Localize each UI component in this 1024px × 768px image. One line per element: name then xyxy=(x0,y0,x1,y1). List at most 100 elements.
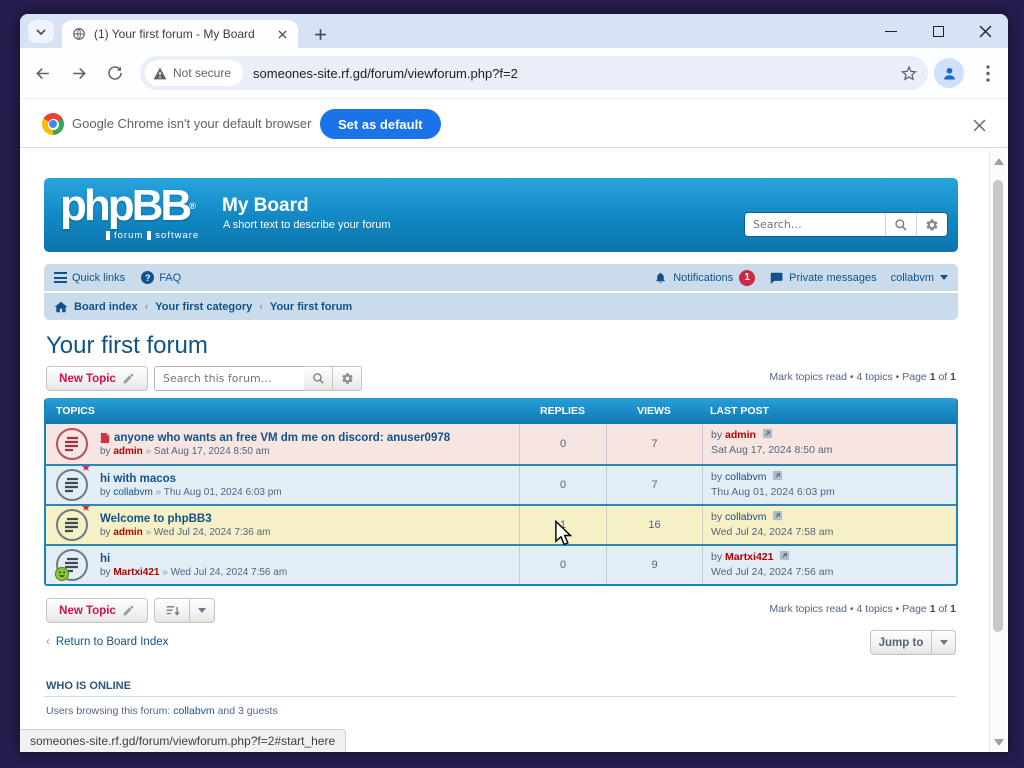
topic-title[interactable]: hi xyxy=(100,552,111,565)
forum-search-advanced-button[interactable] xyxy=(333,366,362,391)
views-count: 7 xyxy=(606,466,702,504)
chevron-down-icon xyxy=(198,608,206,613)
breadcrumb-category[interactable]: Your first category xyxy=(155,300,253,313)
goto-last-post-icon[interactable] xyxy=(772,470,783,485)
browser-titlebar: (1) Your first forum - My Board xyxy=(20,14,1008,48)
header-views: VIEWS xyxy=(637,405,671,417)
infobar-message: Google Chrome isn't your default browser xyxy=(72,116,312,131)
quick-links-menu[interactable]: Quick links xyxy=(54,272,125,284)
topic-title[interactable]: Welcome to phpBB3 xyxy=(100,512,212,525)
topic-icon-unread: ★ xyxy=(54,466,91,503)
faq-link[interactable]: ? FAQ xyxy=(141,271,181,284)
globe-favicon-icon xyxy=(73,28,85,40)
private-messages-link[interactable]: Private messages xyxy=(789,271,877,284)
scrollbar-up-arrow[interactable] xyxy=(994,158,1004,165)
header-last-post: LAST POST xyxy=(710,405,769,417)
security-chip-label: Not secure xyxy=(173,66,232,80)
search-icon xyxy=(895,218,907,230)
last-post-author-link[interactable]: admin xyxy=(725,429,756,441)
breadcrumb-forum[interactable]: Your first forum xyxy=(269,300,353,313)
mark-topics-read-link[interactable]: Mark topics read xyxy=(769,371,847,383)
goto-last-post-icon[interactable] xyxy=(762,428,773,443)
pencil-icon xyxy=(123,605,134,616)
topic-row[interactable]: hi by Martxi421 » Wed Jul 24, 2024 7:56 … xyxy=(46,544,956,584)
forum-search-button[interactable] xyxy=(304,366,333,391)
browser-menu-button[interactable] xyxy=(976,60,1000,86)
jump-to-dropdown-button[interactable] xyxy=(932,630,956,655)
scrollbar-thumb[interactable] xyxy=(993,180,1003,632)
forum-search-input[interactable] xyxy=(154,366,304,391)
phpbb-logo[interactable]: phpBB® xyxy=(60,181,196,230)
sort-dropdown-button[interactable] xyxy=(190,598,215,623)
new-topic-button[interactable]: New Topic xyxy=(46,366,148,391)
page-scrollbar[interactable] xyxy=(989,150,1006,752)
topic-row[interactable]: ★ Welcome to phpBB3 by admin » Wed Jul 2… xyxy=(46,504,956,544)
topic-title[interactable]: hi with macos xyxy=(100,472,177,485)
question-circle-icon: ? xyxy=(141,271,155,284)
breadcrumb-board-index[interactable]: Board index xyxy=(74,300,138,313)
board-title[interactable]: My Board xyxy=(222,195,309,216)
attachment-icon xyxy=(100,432,110,443)
page-title: Your first forum xyxy=(46,332,208,359)
topic-icon-unread: ★ xyxy=(54,506,91,543)
security-chip[interactable]: Not secure xyxy=(145,60,244,86)
forward-button[interactable] xyxy=(63,57,95,89)
tab-title: (1) Your first forum - My Board xyxy=(94,27,255,41)
window-minimize-button[interactable] xyxy=(870,18,912,44)
topic-icon-posted xyxy=(54,426,90,462)
topic-title[interactable]: anyone who wants an free VM dm me on dis… xyxy=(100,431,450,445)
bookmark-star-button[interactable] xyxy=(894,58,924,88)
tab-close-button[interactable] xyxy=(274,26,290,42)
profile-avatar-button[interactable] xyxy=(934,58,964,88)
notification-badge[interactable]: 1 xyxy=(739,269,756,286)
last-post-cell: by collabvm Wed Jul 24, 2024 7:58 am xyxy=(702,506,956,544)
topics-table: TOPICS REPLIES VIEWS LAST POST xyxy=(44,398,958,586)
goto-last-post-icon[interactable] xyxy=(772,510,783,525)
online-user-link[interactable]: collabvm xyxy=(173,705,215,717)
mark-topics-read-link[interactable]: Mark topics read xyxy=(769,603,847,615)
sort-button[interactable] xyxy=(154,598,190,623)
header-search-advanced-button[interactable] xyxy=(916,213,947,236)
set-as-default-button[interactable]: Set as default xyxy=(320,109,441,139)
header-search-button[interactable] xyxy=(885,213,916,236)
topic-author-link[interactable]: admin xyxy=(113,526,143,538)
window-maximize-button[interactable] xyxy=(917,18,959,44)
notifications-link[interactable]: Notifications xyxy=(673,271,734,284)
topic-author-link[interactable]: Martxi421 xyxy=(113,566,160,578)
scrollbar-down-arrow[interactable] xyxy=(994,739,1004,746)
gear-icon xyxy=(341,373,353,384)
header-replies: REPLIES xyxy=(540,405,585,417)
last-post-author-link[interactable]: collabvm xyxy=(725,511,767,523)
tab-search-button[interactable] xyxy=(28,20,54,43)
forum-header: phpBB® forum software My Board A short te… xyxy=(44,178,958,252)
warning-triangle-icon xyxy=(153,67,167,79)
replies-count: 1 xyxy=(519,506,606,544)
board-description: A short text to describe your forum xyxy=(223,219,391,231)
goto-last-post-icon[interactable] xyxy=(779,550,790,565)
window-close-button[interactable] xyxy=(964,18,1006,44)
views-count: 7 xyxy=(606,424,702,464)
new-tab-button[interactable] xyxy=(308,22,332,46)
close-icon xyxy=(979,25,991,37)
user-menu[interactable]: collabvm xyxy=(890,271,934,284)
topic-row[interactable]: anyone who wants an free VM dm me on dis… xyxy=(46,424,956,464)
reload-button[interactable] xyxy=(99,57,131,89)
infobar-close-button[interactable] xyxy=(966,112,992,138)
header-search-input[interactable] xyxy=(745,213,885,236)
topics-meta-bottom: Mark topics read • 4 topics • Page 1 of … xyxy=(769,603,956,615)
topic-author-link[interactable]: admin xyxy=(113,445,143,457)
last-post-author-link[interactable]: Martxi421 xyxy=(725,551,774,563)
last-post-author-link[interactable]: collabvm xyxy=(725,471,767,483)
jump-to-button[interactable]: Jump to xyxy=(870,630,932,655)
views-count: 16 xyxy=(606,506,702,544)
address-bar[interactable]: Not secure someones-site.rf.gd/forum/vie… xyxy=(140,56,928,90)
gear-icon xyxy=(926,218,938,231)
back-button[interactable] xyxy=(26,57,58,89)
browser-tab[interactable]: (1) Your first forum - My Board xyxy=(62,20,298,48)
return-to-board-index-link[interactable]: ‹ Return to Board Index xyxy=(46,636,169,648)
topic-author-link[interactable]: collabvm xyxy=(113,486,153,498)
url-text[interactable]: someones-site.rf.gd/forum/viewforum.php?… xyxy=(253,65,518,81)
topic-row[interactable]: ★ hi with macos by collabvm » Thu Aug 01… xyxy=(46,464,956,504)
new-topic-button-bottom[interactable]: New Topic xyxy=(46,598,148,623)
